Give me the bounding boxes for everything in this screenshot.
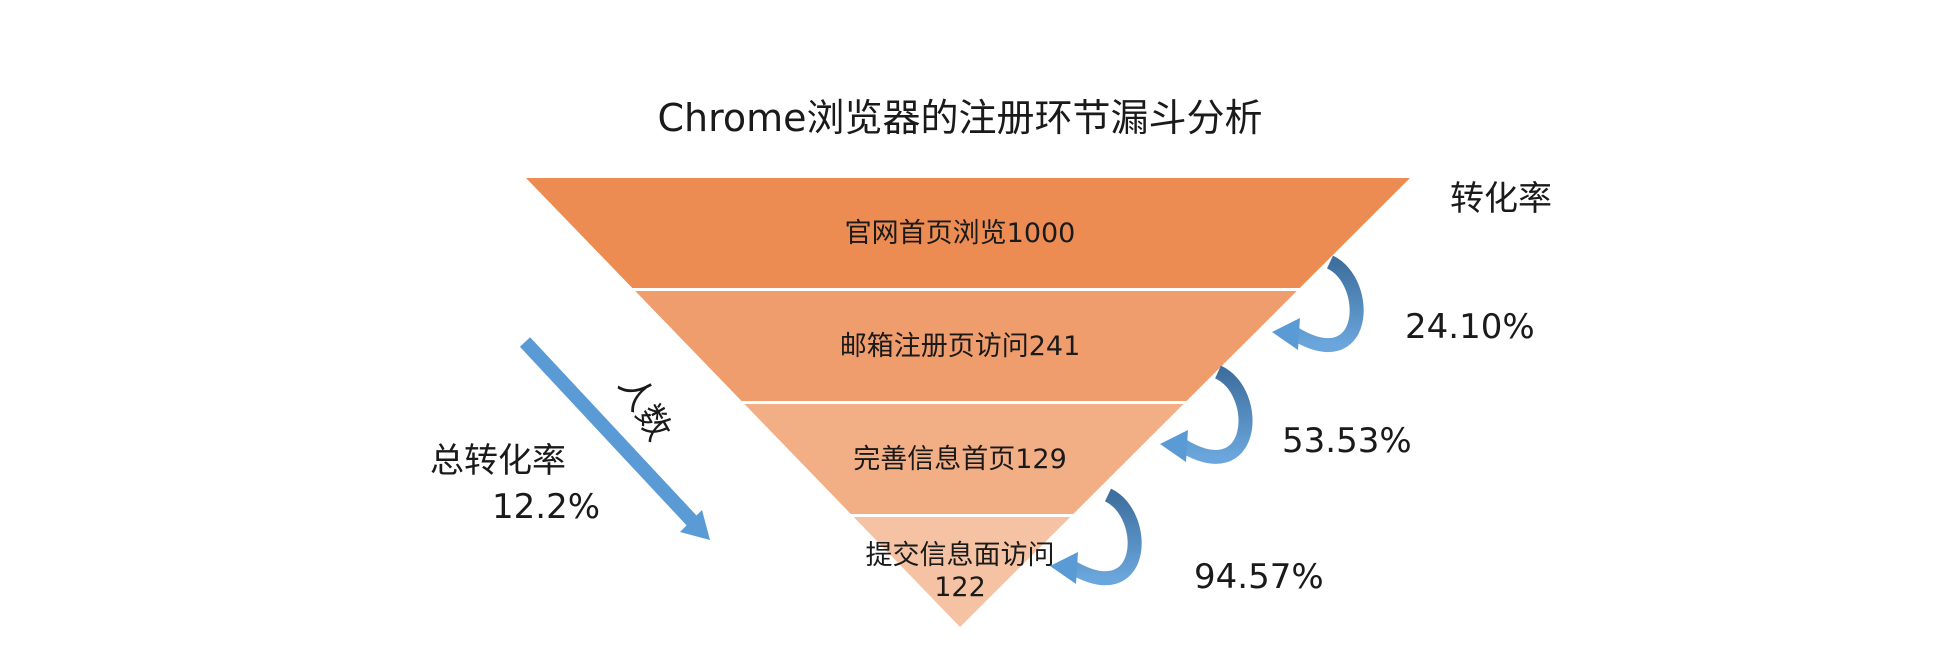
total-conversion-label: 总转化率 (430, 441, 566, 481)
conversion-rate-1: 24.10% (1405, 307, 1535, 347)
funnel-segment-4 (853, 517, 1071, 627)
conversion-label: 转化率 (1450, 179, 1552, 219)
stage-label-2: 邮箱注册页访问241 (840, 331, 1081, 362)
conversion-arrow-2 (1160, 365, 1253, 464)
stage-label-1: 官网首页浏览1000 (845, 218, 1076, 249)
total-flow-arrow (519, 337, 710, 540)
conversion-arrow-1 (1272, 255, 1364, 353)
conversion-rate-3: 94.57% (1194, 557, 1324, 597)
stage-label-3: 完善信息首页129 (853, 444, 1067, 475)
stage-label-4-value: 122 (934, 572, 986, 603)
total-conversion-rate: 12.2% (492, 487, 600, 527)
funnel-segment-1 (526, 178, 1410, 288)
chart-title: Chrome浏览器的注册环节漏斗分析 (657, 96, 1262, 140)
funnel-segment-3 (744, 404, 1184, 514)
funnel-segment-2 (635, 291, 1297, 401)
conversion-rate-2: 53.53% (1282, 421, 1412, 461)
conversion-arrow-3 (1050, 488, 1142, 586)
stage-label-4: 提交信息面访问 (866, 540, 1055, 571)
funnel-segments (526, 178, 1410, 627)
